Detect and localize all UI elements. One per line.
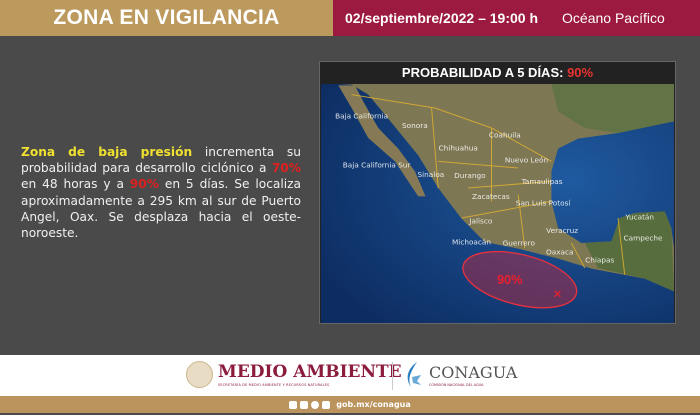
state-label: Coahuila [489, 130, 521, 139]
us-green-area [551, 84, 674, 133]
medio-ambiente-logo: MEDIO AMBIENTE [218, 362, 402, 382]
state-label: Michoacán [452, 237, 491, 246]
logo-divider [392, 362, 393, 390]
website-link[interactable]: gob.mx/conagua [336, 400, 411, 409]
twitter-icon[interactable] [300, 400, 309, 409]
state-label: Nuevo León [505, 155, 549, 164]
state-label: Guerrero [503, 238, 536, 247]
baja-peninsula [338, 85, 426, 197]
conagua-logo-icon [407, 362, 421, 387]
youtube-icon[interactable] [322, 400, 331, 409]
risk-zone [462, 250, 578, 309]
state-label: Yucatán [624, 212, 654, 221]
conagua-subtitle: COMISIÓN NACIONAL DEL AGUA [429, 383, 484, 387]
state-label: Chiapas [585, 255, 614, 264]
map-title: PROBABILIDAD A 5 DÍAS: 90% [320, 62, 675, 83]
description: Zona de baja presión incrementa su proba… [21, 144, 301, 241]
state-label: Jalisco [468, 217, 493, 226]
header-region: Océano Pacífico [562, 10, 665, 26]
header-info: 02/septiembre/2022 – 19:00 h Océano Pací… [333, 0, 700, 36]
state-label: Veracruz [546, 226, 578, 235]
header-datetime: 02/septiembre/2022 – 19:00 h [345, 10, 539, 26]
state-label: San Luis Potosí [516, 199, 572, 208]
satellite-map: Baja California Sonora Chihuahua Coahuila Ba… [321, 84, 674, 323]
header-title: ZONA EN VIGILANCIA [0, 0, 333, 36]
probability-48h: 70% [271, 161, 301, 176]
state-label: Baja California Sur [343, 160, 411, 169]
mexico-seal-icon [186, 361, 213, 388]
probability-5d: 90% [129, 177, 159, 192]
system-position-icon: × [553, 286, 562, 300]
state-label: Zacatecas [472, 192, 510, 201]
footer-social-bar: gob.mx/conagua [0, 396, 700, 413]
state-label: Oaxaca [546, 248, 574, 257]
state-label: Sonora [402, 121, 428, 130]
description-highlight: Zona de baja presión [21, 145, 193, 159]
description-text: incrementa su probabilidad para desarrol… [21, 145, 301, 176]
state-label: Chihuahua [439, 143, 478, 152]
mainland [338, 84, 674, 292]
footer-logos [0, 355, 700, 396]
facebook-icon[interactable] [289, 400, 298, 409]
map-title-text: PROBABILIDAD A 5 DÍAS: [401, 65, 568, 80]
state-label: Campeche [624, 234, 663, 243]
state-label: Baja California [335, 112, 388, 121]
state-label: Tamaulipas [521, 177, 563, 186]
map-panel: PROBABILIDAD A 5 DÍAS: 90% Baja Californ… [319, 61, 676, 324]
state-label: Durango [454, 171, 486, 180]
state-label: Sinaloa [418, 170, 445, 179]
conagua-logo: CONAGUA [429, 363, 518, 382]
description-text: en 48 horas y a [21, 177, 130, 192]
state-borders [351, 94, 626, 275]
yucatan-green [584, 211, 674, 292]
instagram-icon[interactable] [311, 400, 320, 409]
medio-ambiente-subtitle: SECRETARÍA DE MEDIO AMBIENTE Y RECURSOS … [218, 383, 330, 387]
risk-zone-label: 90% [497, 273, 522, 287]
description-text: en 5 días. Se localiza aproximadamente a… [21, 177, 302, 241]
map-title-pct: 90% [567, 65, 594, 80]
